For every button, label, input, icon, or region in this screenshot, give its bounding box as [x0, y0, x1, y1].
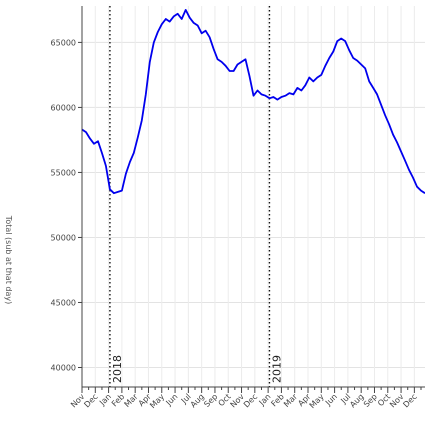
series-group — [82, 8, 425, 195]
x-tick-label: Jun — [323, 392, 339, 408]
y-tick-label: 40000 — [51, 363, 76, 372]
series-line — [82, 8, 425, 195]
y-axis-label: Total (sub at that day) — [4, 215, 13, 304]
vertical-markers: 2018 2019 — [109, 6, 283, 387]
y-ticks: 40000 45000 50000 55000 60000 65000 — [51, 38, 82, 372]
year-marker-label: 2018 — [111, 355, 124, 383]
y-tick-label: 55000 — [51, 168, 76, 177]
y-tick-label: 60000 — [51, 103, 76, 112]
x-tick-label: Dec — [401, 392, 418, 409]
y-tick-label: 50000 — [51, 233, 76, 242]
y-tick-label: 45000 — [51, 298, 76, 307]
y-tick-label: 65000 — [51, 38, 76, 47]
year-marker-label: 2019 — [270, 355, 283, 383]
plot-background — [82, 6, 425, 387]
x-tick-label: Jan — [97, 392, 113, 408]
x-tick-label: Jan — [257, 392, 273, 408]
x-tick-label: Jun — [164, 392, 180, 408]
